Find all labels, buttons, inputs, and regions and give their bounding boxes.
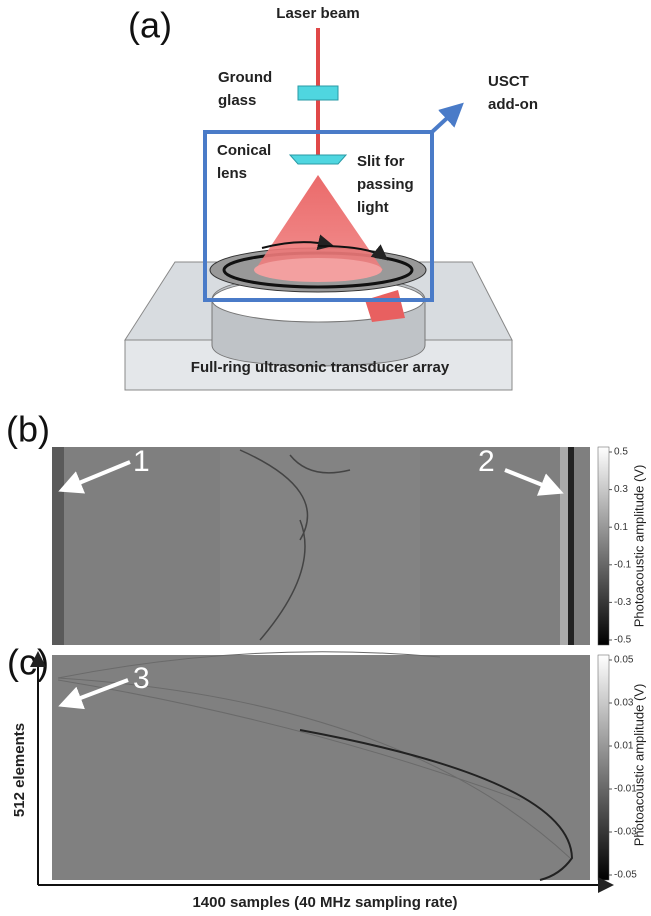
marker: 1 (133, 445, 150, 478)
addon-box (203, 130, 434, 302)
arrow (261, 234, 334, 251)
cone-base (254, 258, 382, 282)
tick-label: -0.3 (614, 597, 632, 608)
tick-label: 0.1 (614, 522, 628, 533)
tick-label: 0.5 (614, 447, 628, 458)
y-axis-label: 512 elements (11, 723, 28, 817)
curve (57, 651, 571, 859)
label: Ground (218, 69, 272, 86)
marker: 2 (478, 445, 495, 478)
marker-arrow (58, 678, 129, 710)
conical-lens (288, 154, 348, 165)
edge-band (560, 447, 568, 645)
colorbar (597, 654, 610, 881)
tick-label: -0.1 (614, 559, 632, 570)
curve (239, 449, 351, 641)
panel-c: (c) 3 0.05 0.03 0.01 -0.01 -0.03 -0.05 Photoa… (7, 642, 646, 911)
scatter-region (220, 447, 420, 645)
colorbar-title: Photoacoustic amplitude (V) (631, 465, 646, 628)
curve (299, 729, 574, 881)
label: Laser beam (276, 5, 359, 22)
tick-label: 0.03 (614, 698, 634, 709)
tick-label: -0.5 (614, 635, 632, 646)
label: add-on (488, 96, 538, 113)
panel-label: (b) (6, 409, 50, 450)
tick-label: 0.3 (614, 484, 628, 495)
label: Conical (217, 142, 271, 159)
light-cone (255, 175, 383, 270)
edge-band (568, 447, 574, 645)
label: passing (357, 176, 414, 193)
tick-label: -0.05 (614, 870, 637, 881)
tick-label: 0.01 (614, 741, 634, 752)
panel-b: (b) 1 2 0.5 0.3 0.1 -0.1 -0.3 -0.5 Photoacous… (6, 409, 646, 646)
sinogram-image (52, 655, 590, 880)
label: glass (218, 92, 256, 109)
marker-arrow (504, 468, 564, 496)
addon-arrow (430, 102, 464, 134)
label: light (357, 199, 389, 216)
marker: 3 (133, 662, 150, 695)
label: USCT (488, 73, 529, 90)
colorbar-ticks: 0.05 0.03 0.01 -0.01 -0.03 -0.05 (609, 655, 637, 881)
label: Full-ring ultrasonic transducer array (191, 359, 450, 376)
colorbar (597, 446, 610, 646)
colorbar-title: Photoacoustic amplitude (V) (631, 684, 646, 847)
panel-label: (a) (128, 5, 172, 46)
panel-a: (a) Laser beam Ground glass USCT add-on … (124, 5, 538, 391)
tick-label: -0.01 (614, 784, 637, 795)
tick-label: -0.03 (614, 827, 637, 838)
ground-glass (297, 85, 339, 101)
label: Slit for (357, 153, 405, 170)
marker-arrow (58, 460, 131, 494)
colorbar-ticks: 0.5 0.3 0.1 -0.1 -0.3 -0.5 (609, 447, 632, 646)
edge-band (52, 447, 64, 645)
panel-label: (c) (7, 642, 49, 683)
arrow (317, 244, 389, 261)
label: lens (217, 165, 247, 182)
x-axis-label: 1400 samples (40 MHz sampling rate) (192, 894, 457, 911)
tick-label: 0.05 (614, 655, 634, 666)
